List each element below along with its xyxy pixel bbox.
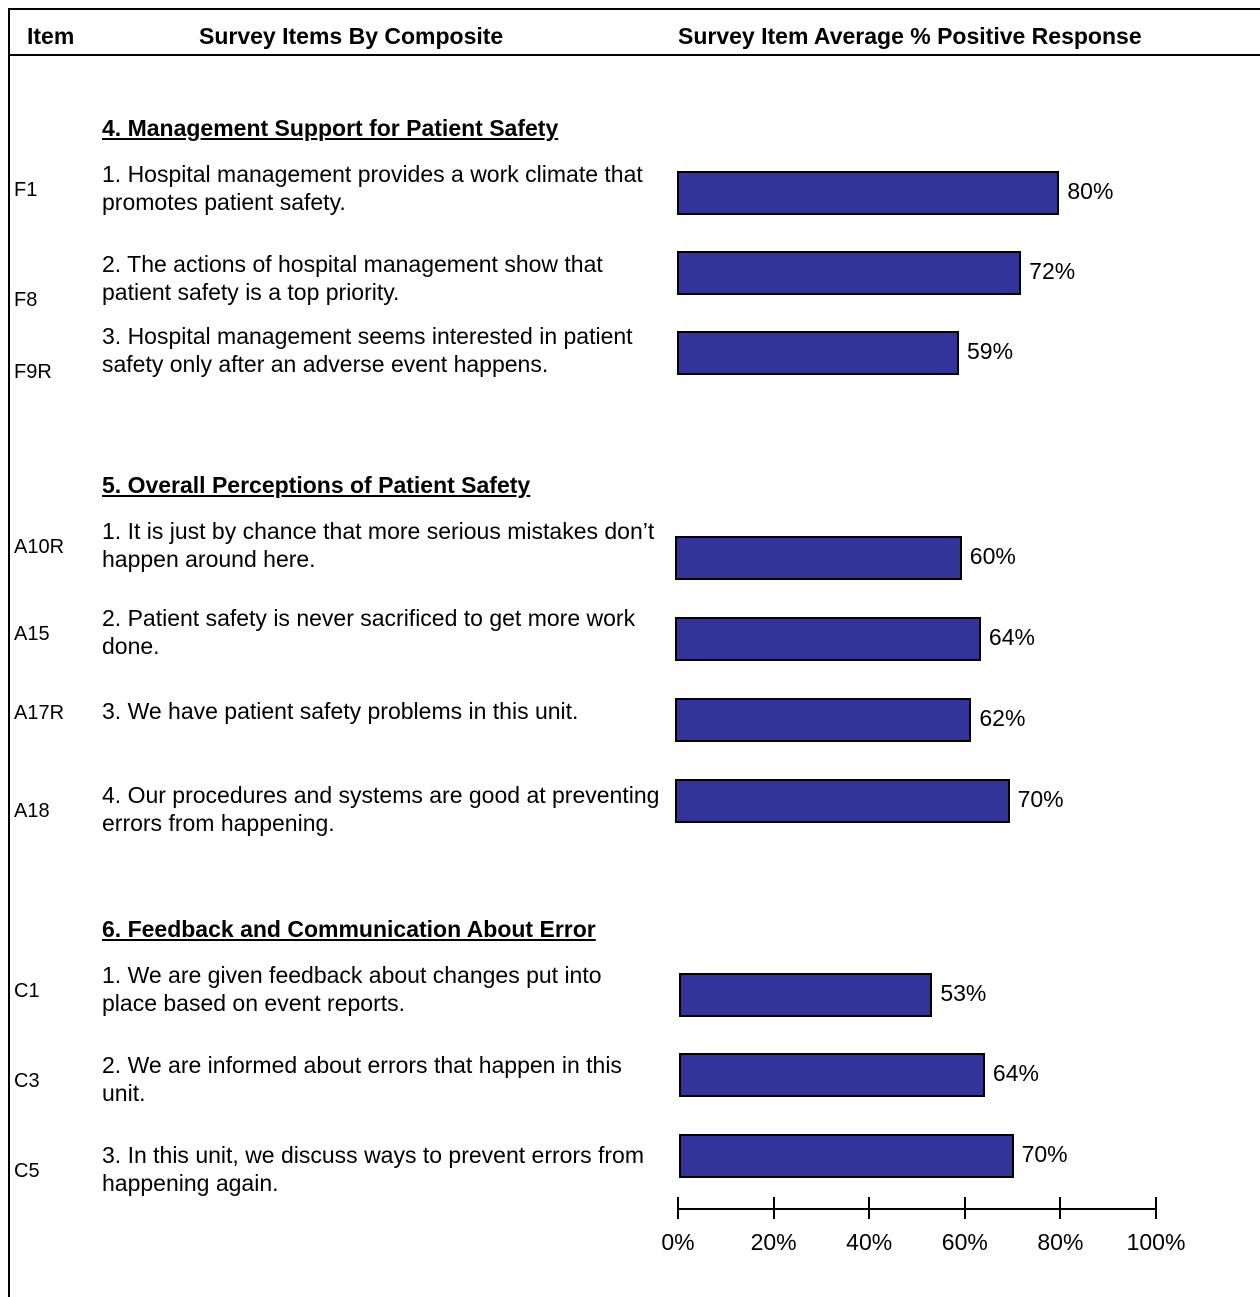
bar-c1 <box>679 973 933 1017</box>
top-border <box>8 8 1260 10</box>
item-code: A17R <box>14 702 65 724</box>
x-axis-tick-label: 60% <box>941 1229 988 1255</box>
x-axis-tick <box>1155 1197 1157 1219</box>
data-label: 72% <box>1029 258 1076 284</box>
x-axis-line <box>677 1208 1157 1210</box>
data-label: 60% <box>969 543 1016 569</box>
bar-a15 <box>675 617 981 661</box>
survey-item-text: 3. In this unit, we discuss ways to prev… <box>102 1142 644 1196</box>
item-code: C1 <box>14 980 40 1002</box>
item-code: A10R <box>14 536 65 558</box>
bar-f8 <box>677 251 1022 295</box>
item-code: F9R <box>14 361 52 383</box>
column-header-response: Survey Item Average % Positive Response <box>678 23 1142 49</box>
data-label: 64% <box>988 624 1035 650</box>
x-axis-tick-label: 40% <box>846 1229 893 1255</box>
data-label: 70% <box>1021 1141 1068 1167</box>
item-code: F8 <box>14 289 38 311</box>
section-title: 5. Overall Perceptions of Patient Safety <box>102 472 531 498</box>
data-label: 64% <box>992 1060 1039 1086</box>
bar-a18 <box>675 779 1010 823</box>
item-code: F1 <box>14 179 38 201</box>
x-axis-tick <box>677 1197 679 1219</box>
bar-f1 <box>677 171 1060 215</box>
bar-c3 <box>679 1053 985 1097</box>
survey-item-text: 3. We have patient safety problems in th… <box>102 698 579 724</box>
data-label: 70% <box>1017 786 1064 812</box>
survey-item-text: 2. The actions of hospital management sh… <box>102 251 603 305</box>
survey-item-text: 1. We are given feedback about changes p… <box>102 962 602 1016</box>
column-header-survey-items: Survey Items By Composite <box>199 23 504 49</box>
item-code: A18 <box>14 800 50 822</box>
x-axis-tick <box>963 1197 966 1219</box>
survey-item-text: 1. It is just by chance that more seriou… <box>102 518 655 572</box>
left-border <box>8 8 10 1297</box>
x-axis-tick-label: 0% <box>661 1229 695 1255</box>
x-axis-tick-label: 80% <box>1037 1229 1084 1255</box>
bar-f9r <box>677 331 960 375</box>
column-header-item: Item <box>27 23 75 49</box>
data-label: 59% <box>967 338 1014 364</box>
header-divider <box>8 54 1260 56</box>
item-code: C3 <box>14 1070 40 1092</box>
x-axis-tick-label: 20% <box>750 1229 797 1255</box>
x-axis-tick-label: 100% <box>1126 1229 1186 1255</box>
bar-c5 <box>679 1134 1014 1178</box>
section-title: 6. Feedback and Communication About Erro… <box>102 916 596 942</box>
survey-item-text: 3. Hospital management seems interested … <box>102 323 633 377</box>
survey-item-text: 2. We are informed about errors that hap… <box>102 1052 622 1106</box>
x-axis-tick <box>1059 1197 1062 1219</box>
x-axis-tick <box>868 1197 871 1219</box>
bar-a10r <box>675 536 962 580</box>
data-label: 53% <box>940 980 987 1006</box>
survey-item-text: 1. Hospital management provides a work c… <box>102 161 643 215</box>
x-axis-tick <box>772 1197 775 1219</box>
item-code: A15 <box>14 623 50 645</box>
data-label: 80% <box>1067 178 1114 204</box>
item-code: C5 <box>14 1160 40 1182</box>
bar-a17r <box>675 698 972 742</box>
survey-item-text: 4. Our procedures and systems are good a… <box>102 782 660 836</box>
data-label: 62% <box>979 705 1026 731</box>
survey-item-text: 2. Patient safety is never sacrificed to… <box>102 605 636 659</box>
section-title: 4. Management Support for Patient Safety <box>102 115 559 141</box>
